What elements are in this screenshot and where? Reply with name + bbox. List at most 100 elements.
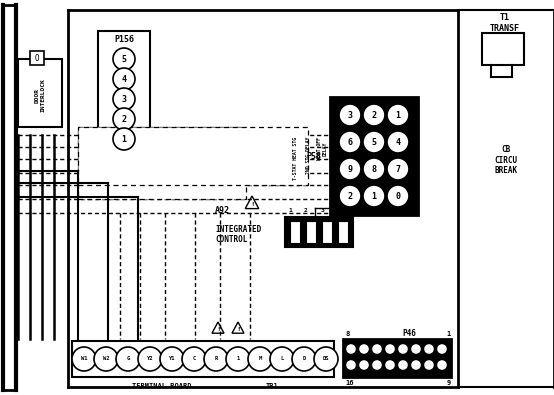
Text: 2: 2 xyxy=(304,208,308,213)
Circle shape xyxy=(387,185,409,207)
Bar xyxy=(30,51,44,65)
Text: 2: 2 xyxy=(121,115,126,124)
Text: CB
CIRCU
BREAK: CB CIRCU BREAK xyxy=(494,145,517,175)
Circle shape xyxy=(387,158,409,180)
Text: M: M xyxy=(258,357,261,361)
Text: INTEGRATED
CONTROL: INTEGRATED CONTROL xyxy=(215,225,261,245)
Circle shape xyxy=(314,347,338,371)
Text: 4: 4 xyxy=(121,75,126,83)
Text: C: C xyxy=(192,357,196,361)
Text: 7: 7 xyxy=(396,164,401,173)
Circle shape xyxy=(138,347,162,371)
Text: 1: 1 xyxy=(447,331,451,337)
Text: DS: DS xyxy=(323,357,329,361)
Circle shape xyxy=(387,104,409,126)
Text: O: O xyxy=(35,53,39,62)
Circle shape xyxy=(384,344,396,354)
Text: 5: 5 xyxy=(121,55,126,64)
Text: 4: 4 xyxy=(336,208,340,213)
Text: HEAT OFF
DELAY: HEAT OFF DELAY xyxy=(316,137,327,160)
Bar xyxy=(98,31,150,163)
Circle shape xyxy=(423,359,434,371)
Text: !: ! xyxy=(237,327,239,332)
Circle shape xyxy=(358,359,370,371)
Circle shape xyxy=(160,347,184,371)
Text: P58: P58 xyxy=(306,152,321,160)
Circle shape xyxy=(358,344,370,354)
Text: T1
TRANSF: T1 TRANSF xyxy=(490,13,520,33)
Text: G: G xyxy=(126,357,130,361)
Text: 6: 6 xyxy=(347,137,352,147)
Circle shape xyxy=(411,344,422,354)
Circle shape xyxy=(411,359,422,371)
Circle shape xyxy=(363,185,385,207)
Circle shape xyxy=(372,344,382,354)
Text: 2: 2 xyxy=(347,192,352,201)
Circle shape xyxy=(113,108,135,130)
Text: 1: 1 xyxy=(396,111,401,120)
Circle shape xyxy=(339,158,361,180)
Bar xyxy=(482,33,524,65)
Circle shape xyxy=(346,344,357,354)
Circle shape xyxy=(292,347,316,371)
Circle shape xyxy=(363,104,385,126)
Text: !: ! xyxy=(251,202,253,207)
Text: P156: P156 xyxy=(114,34,134,43)
Text: TERMINAL BOARD: TERMINAL BOARD xyxy=(132,383,192,389)
Bar xyxy=(18,59,62,127)
Circle shape xyxy=(113,68,135,90)
Text: 1: 1 xyxy=(121,135,126,143)
Text: 0: 0 xyxy=(396,192,401,201)
Circle shape xyxy=(372,359,382,371)
Text: 16: 16 xyxy=(345,380,353,386)
Circle shape xyxy=(113,128,135,150)
Text: !: ! xyxy=(217,327,219,332)
Text: P46: P46 xyxy=(402,329,416,339)
Text: 1: 1 xyxy=(372,192,377,201)
Circle shape xyxy=(437,344,448,354)
Circle shape xyxy=(339,131,361,153)
Text: DOOR
INTERLOCK: DOOR INTERLOCK xyxy=(34,78,45,112)
Circle shape xyxy=(423,344,434,354)
Text: 5: 5 xyxy=(372,137,377,147)
Text: R: R xyxy=(214,357,218,361)
Bar xyxy=(72,341,334,377)
Text: 3: 3 xyxy=(121,94,126,103)
Text: W2: W2 xyxy=(102,357,109,361)
Circle shape xyxy=(116,347,140,371)
Text: 4: 4 xyxy=(396,137,401,147)
Circle shape xyxy=(113,88,135,110)
Bar xyxy=(322,221,332,243)
Circle shape xyxy=(226,347,250,371)
Bar xyxy=(330,97,418,215)
Text: Y2: Y2 xyxy=(147,357,153,361)
Circle shape xyxy=(113,48,135,70)
Text: 9: 9 xyxy=(447,380,451,386)
Circle shape xyxy=(387,131,409,153)
Circle shape xyxy=(384,359,396,371)
Bar xyxy=(338,221,348,243)
Text: 3: 3 xyxy=(320,208,324,213)
Circle shape xyxy=(204,347,228,371)
Text: 8: 8 xyxy=(345,331,349,337)
Text: 3: 3 xyxy=(347,111,352,120)
Circle shape xyxy=(270,347,294,371)
Text: T-STAT HEAT STG: T-STAT HEAT STG xyxy=(293,137,297,180)
Text: L: L xyxy=(280,357,284,361)
Text: 8: 8 xyxy=(372,164,377,173)
Circle shape xyxy=(248,347,272,371)
Text: 2ND STG DELAY: 2ND STG DELAY xyxy=(305,137,310,174)
Text: W1: W1 xyxy=(81,357,87,361)
Circle shape xyxy=(94,347,118,371)
Text: 1: 1 xyxy=(288,208,292,213)
Text: 9: 9 xyxy=(347,164,352,173)
Circle shape xyxy=(339,104,361,126)
Bar xyxy=(78,127,308,185)
Bar xyxy=(285,217,353,247)
Circle shape xyxy=(437,359,448,371)
Circle shape xyxy=(398,344,408,354)
Circle shape xyxy=(339,185,361,207)
Text: Y1: Y1 xyxy=(169,357,175,361)
Circle shape xyxy=(72,347,96,371)
Text: 1: 1 xyxy=(237,357,240,361)
